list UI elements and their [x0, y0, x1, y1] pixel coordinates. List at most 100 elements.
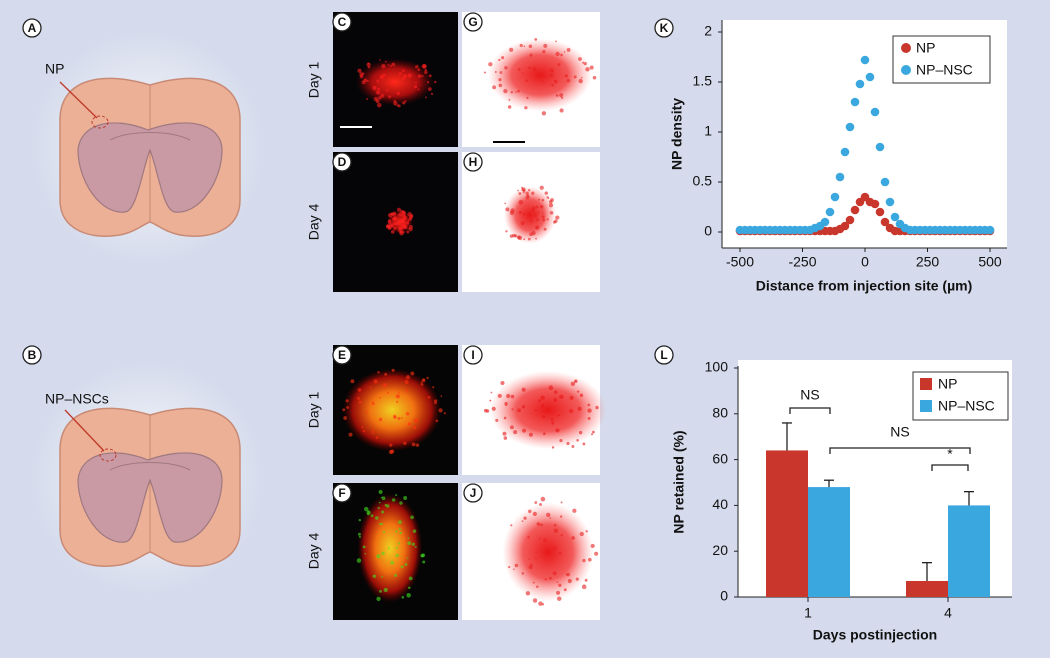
speck: [559, 515, 563, 518]
speck: [529, 53, 533, 57]
speck: [579, 393, 584, 397]
speck: [537, 198, 540, 201]
speck: [395, 394, 400, 399]
speck: [361, 80, 366, 85]
speck: [403, 441, 407, 445]
y-tick-label: 100: [705, 359, 729, 375]
speck: [541, 198, 545, 202]
speck: [582, 61, 585, 64]
speck: [532, 67, 537, 72]
speck: [581, 584, 587, 590]
point: [830, 192, 840, 202]
speck: [536, 585, 539, 588]
point: [875, 207, 885, 217]
error-bar: [922, 562, 932, 581]
speck: [546, 218, 549, 221]
speck: [521, 520, 524, 523]
speck: [378, 489, 383, 495]
speck: [387, 63, 390, 66]
speck: [543, 227, 547, 231]
point: [845, 215, 855, 225]
point: [860, 55, 870, 65]
speck: [378, 96, 382, 100]
speck: [539, 205, 544, 209]
panel-labels: A B C D E F G H I J K L: [22, 12, 674, 503]
speck: [525, 79, 528, 83]
speck: [405, 221, 410, 225]
speck: [504, 402, 508, 406]
speck: [400, 218, 405, 223]
speck: [428, 74, 432, 78]
speck: [507, 105, 512, 109]
speck: [367, 513, 370, 516]
speck: [578, 430, 583, 435]
speck: [532, 598, 538, 603]
speck: [395, 530, 398, 533]
speck: [430, 92, 434, 95]
point: [825, 207, 835, 217]
x-tick-label: 1: [804, 605, 812, 621]
speck: [559, 93, 564, 98]
speck: [390, 79, 395, 85]
speck: [550, 418, 554, 421]
signal: [342, 368, 442, 452]
speck: [396, 400, 399, 404]
speck: [393, 227, 397, 231]
speck: [552, 546, 557, 551]
speck: [528, 44, 533, 49]
speck: [364, 506, 369, 512]
speck: [432, 386, 435, 389]
speck: [361, 426, 364, 429]
speck: [521, 387, 526, 392]
point: [985, 225, 995, 235]
point: [850, 97, 860, 107]
speck: [549, 517, 552, 519]
speck: [391, 498, 396, 502]
speck: [553, 523, 557, 527]
speck: [390, 224, 394, 227]
speck: [388, 213, 391, 216]
speck: [405, 412, 410, 416]
speck: [565, 573, 568, 576]
row-label: Day 1: [306, 392, 322, 429]
speck: [528, 432, 533, 437]
speck: [400, 565, 404, 569]
panel-badge: [22, 18, 42, 38]
speck: [558, 551, 562, 555]
speck: [547, 197, 550, 199]
speck: [434, 401, 437, 405]
speck: [411, 442, 416, 447]
speck: [566, 572, 570, 577]
speck: [534, 409, 537, 412]
speck: [541, 603, 545, 606]
legend-label: NP: [916, 40, 935, 56]
speck: [410, 371, 415, 376]
x-tick-label: 500: [978, 254, 1002, 270]
speck: [389, 443, 393, 447]
x-tick-label: -250: [788, 254, 816, 270]
speck: [549, 73, 554, 78]
speck: [440, 395, 443, 397]
signal: [488, 38, 592, 112]
speck: [542, 50, 546, 54]
speck: [528, 565, 533, 570]
speck: [381, 551, 385, 555]
speck: [544, 191, 549, 195]
speck: [382, 383, 387, 388]
speck: [357, 532, 361, 536]
speck: [400, 223, 404, 227]
speck: [403, 225, 408, 230]
panel-badge: [332, 12, 352, 32]
speck: [576, 438, 579, 442]
panel-label: B: [28, 348, 37, 362]
bar: [948, 505, 990, 597]
speck: [388, 449, 394, 455]
speck: [379, 589, 382, 593]
speck: [373, 96, 379, 102]
point: [835, 172, 845, 182]
speck: [568, 408, 574, 414]
speck: [555, 40, 557, 43]
micrographs: [333, 12, 607, 620]
speck: [399, 501, 403, 505]
speck: [407, 212, 412, 217]
